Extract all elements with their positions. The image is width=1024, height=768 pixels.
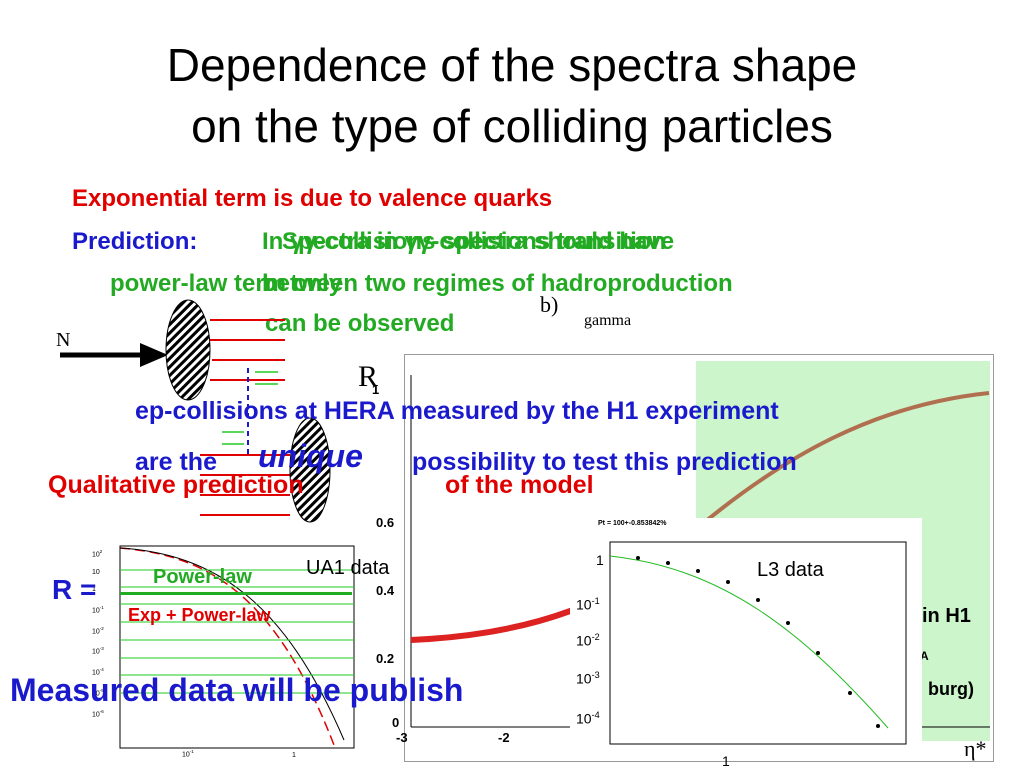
text: are the	[135, 448, 217, 476]
base: 10	[92, 607, 100, 615]
tick-label: 10-6	[92, 703, 118, 724]
tick-label: 1	[722, 753, 730, 768]
legend-text: A	[920, 649, 929, 663]
title: Dependence of the spectra shape	[166, 39, 858, 91]
exp: -1	[591, 596, 600, 606]
tick-label: 10-3	[92, 640, 118, 661]
text: can be observed	[265, 310, 455, 337]
legend-text: burg)	[928, 679, 974, 699]
exp: -1	[189, 749, 194, 754]
base: 10	[92, 669, 100, 677]
divider	[120, 592, 352, 595]
label: Prediction:	[72, 228, 198, 255]
fit-curve	[609, 555, 889, 729]
tick-label: 10-4	[576, 710, 600, 727]
tick-label: 10-2	[92, 620, 118, 641]
tick-label: 10	[92, 568, 100, 576]
tick-label: 1	[292, 752, 296, 759]
exp: -1	[99, 604, 104, 610]
tick-labels: 102 10 1 10-1 10-2 10-3 10-4 10-5 10-6	[92, 543, 118, 724]
base: 10	[576, 596, 592, 613]
text: possibility to test this prediction	[412, 448, 797, 476]
l3-plot-area	[609, 541, 907, 745]
tick-label: 0.6	[376, 515, 395, 530]
points	[636, 556, 880, 728]
tick-label: 10-1	[182, 749, 194, 759]
base: 10	[92, 648, 100, 656]
base: 10	[576, 710, 592, 727]
green-arrows	[222, 371, 278, 445]
ua1-plot	[84, 540, 356, 762]
tick-label: 1	[92, 586, 96, 594]
exp: -3	[591, 670, 600, 680]
note: Exponential term is due to valence quark…	[72, 185, 553, 212]
tick-label: 0.4	[376, 583, 395, 598]
denominator: Exp + Power-law	[128, 605, 271, 625]
text: ep-collisions at HERA measured by the H1…	[135, 397, 779, 425]
particle	[165, 299, 211, 401]
base: 10	[92, 690, 100, 698]
title: on the type of colliding particles	[191, 100, 833, 152]
arrowhead	[140, 343, 168, 367]
fit-label: Pt = 100+-0.853842%	[598, 520, 667, 527]
base: 10	[576, 670, 592, 687]
exp: -6	[99, 708, 104, 714]
exp: -2	[99, 625, 104, 631]
frame	[609, 541, 907, 745]
label: b)	[540, 292, 559, 317]
axis-label: η*	[964, 736, 987, 761]
text: power-law term only	[110, 270, 343, 297]
exp: -4	[591, 710, 600, 720]
grid	[120, 569, 354, 694]
tick-label: -2	[498, 730, 510, 745]
footer: Measured data will be publish	[10, 672, 464, 708]
base: 10	[576, 632, 592, 649]
tick-label: 10-5	[92, 682, 118, 703]
tick-label: 10-2	[576, 632, 600, 649]
exp: 2	[99, 549, 103, 554]
label: N	[56, 329, 71, 351]
frame	[119, 545, 355, 749]
text: Qualitative prediction	[48, 471, 304, 499]
tick-label: 1	[596, 552, 604, 568]
tick-label: 0.2	[376, 651, 395, 666]
text: Spectra in γγ-collisions transition	[282, 228, 667, 255]
label: gamma	[584, 312, 632, 329]
base: 10	[92, 551, 100, 559]
plot-label: UA1 data	[306, 557, 390, 579]
tick-label: 0	[392, 715, 400, 730]
text: between two regimes of hadroproduction	[262, 270, 733, 297]
base: 10	[182, 751, 190, 759]
tick-label: 10-4	[92, 661, 118, 682]
plot-label: L3 data	[757, 559, 824, 581]
ua1-plot-area	[119, 545, 355, 749]
exp: -4	[99, 667, 104, 673]
tick-label: -3	[396, 730, 408, 745]
exp: -5	[99, 688, 104, 694]
curve	[693, 391, 990, 532]
tick-label: 10-1	[92, 599, 118, 620]
tick-label: 10-1	[576, 596, 600, 613]
particle	[289, 417, 331, 523]
tick-label: 1	[372, 382, 380, 397]
axis-label: R	[358, 360, 379, 393]
numerator: Power-law	[153, 566, 252, 588]
tick-label: 10-3	[576, 670, 600, 687]
emphasis: unique	[258, 438, 363, 474]
text: of the model	[445, 471, 594, 499]
legend-text: in H1	[922, 605, 971, 627]
text: In γγ-collisions spectra should have	[262, 228, 675, 255]
exp: -3	[99, 646, 104, 652]
l3-plot	[570, 518, 922, 746]
ratio-label: R =	[52, 574, 97, 605]
exp: -2	[591, 632, 600, 642]
base: 10	[92, 627, 100, 635]
tick-label: 102	[92, 543, 118, 564]
base: 10	[92, 711, 100, 719]
